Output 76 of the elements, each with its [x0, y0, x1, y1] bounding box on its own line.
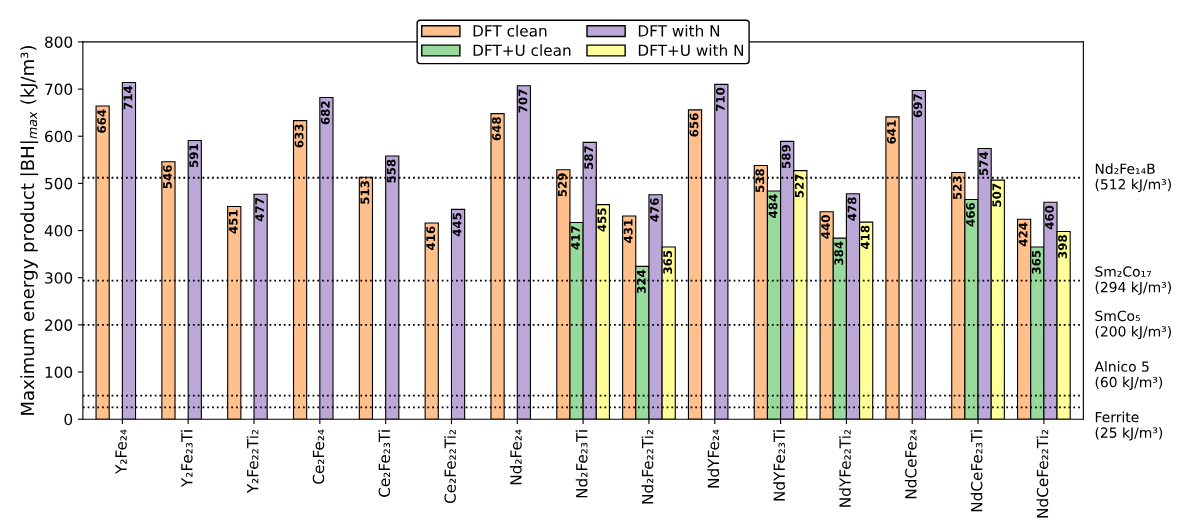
data-label: 589	[781, 145, 791, 168]
x-tick-label: Ce₂Fe₂₃Ti	[378, 430, 391, 497]
data-label: 424	[1018, 222, 1028, 247]
y-tick-label: 300	[45, 272, 73, 284]
data-label: 507	[992, 183, 1002, 207]
y-tick-label: 500	[45, 177, 73, 190]
data-label: 591	[189, 144, 199, 168]
x-tick-label: Ce₂Fe₂₂Ti₂	[444, 429, 456, 504]
y-tick-label: 600	[45, 130, 73, 143]
legend-label: DFT+U with N	[638, 44, 744, 57]
data-label: 478	[847, 197, 857, 221]
data-label: 682	[320, 101, 330, 125]
data-label: 513	[360, 181, 370, 204]
data-label: 440	[821, 215, 831, 239]
data-label: 710	[715, 87, 725, 112]
data-label: 365	[663, 250, 673, 274]
data-label: 587	[584, 146, 594, 169]
x-tick-label: Nd₂Fe₂₄	[509, 429, 522, 485]
data-label: 484	[768, 194, 778, 218]
data-label: 558	[386, 159, 396, 183]
data-label: 455	[597, 208, 607, 232]
data-label: 538	[755, 169, 765, 193]
data-label: 546	[162, 165, 172, 189]
data-label: 714	[123, 85, 133, 110]
ref-line-label: Sm₂Co₁₇ (294 kJ/m³)	[1095, 266, 1171, 295]
data-label: 365	[1031, 250, 1041, 274]
data-label: 656	[689, 113, 699, 137]
x-tick-label: Y₂Fe₂₂Ti₂	[246, 429, 259, 494]
legend-label: DFT with N	[638, 24, 720, 37]
ref-line-label: SmCo₅ (200 kJ/m³)	[1095, 310, 1171, 340]
y-axis-title: Maximum energy product |BH|$_{max}$ (kJ/m³)	[20, 46, 39, 415]
data-label: 648	[492, 117, 501, 141]
data-label: 697	[913, 94, 923, 118]
y-tick-label: 100	[45, 366, 73, 379]
data-label: 417	[571, 226, 580, 250]
data-label: 641	[886, 120, 896, 144]
data-label: 707	[518, 89, 528, 113]
y-tick-label: 400	[44, 225, 73, 237]
data-label: 451	[228, 210, 238, 234]
data-label: 527	[794, 174, 804, 198]
ref-line-label: Ferrite (25 kJ/m³)	[1095, 411, 1163, 441]
data-label: 384	[834, 241, 844, 265]
x-tick-label: Y₂Fe₂₄	[115, 429, 127, 475]
data-label: 633	[294, 124, 304, 148]
data-label: 324	[636, 269, 646, 294]
ref-line-label: Alnico 5 (60 kJ/m³)	[1094, 361, 1163, 390]
x-tick-label: NdCeFe₂₃Ti	[970, 430, 983, 512]
y-tick-label: 700	[45, 83, 73, 96]
data-label: 664	[97, 109, 107, 133]
data-label: 445	[452, 212, 462, 237]
y-tick-label: 800	[45, 36, 73, 48]
x-tick-label: NdYFe₂₂Ti₂	[839, 429, 851, 507]
x-tick-label: NdYFe₂₄	[707, 429, 720, 488]
data-label: 523	[952, 176, 962, 200]
data-label: 418	[860, 225, 870, 250]
x-tick-label: Nd₂Fe₂₂Ti₂	[641, 429, 654, 504]
x-tick-label: NdYFe₂₃Ti	[773, 430, 786, 501]
legend-label: DFT clean	[473, 24, 547, 37]
data-label: 574	[979, 151, 989, 176]
data-label: 416	[426, 226, 436, 250]
y-tick-label: 200	[45, 319, 73, 331]
legend-label: DFT+U clean	[473, 44, 571, 57]
data-label: 476	[650, 198, 659, 222]
data-label: 398	[1058, 235, 1068, 259]
x-tick-label: Nd₂Fe₂₃Ti	[575, 430, 588, 498]
data-label: 529	[557, 173, 567, 197]
x-tick-label: NdCeFe₂₄	[904, 429, 917, 499]
data-label: 466	[965, 202, 975, 227]
x-tick-label: Ce₂Fe₂₄	[312, 429, 325, 484]
y-tick-label: 0	[64, 413, 73, 426]
x-tick-label: NdCeFe₂₂Ti₂	[1036, 429, 1049, 518]
data-label: 431	[623, 219, 633, 243]
x-tick-label: Y₂Fe₂₃Ti	[180, 430, 193, 488]
data-label: 460	[1044, 205, 1054, 230]
ref-line-label: Nd₂Fe₁₄B (512 kJ/m³)	[1095, 163, 1171, 193]
data-label: 477	[255, 198, 264, 222]
